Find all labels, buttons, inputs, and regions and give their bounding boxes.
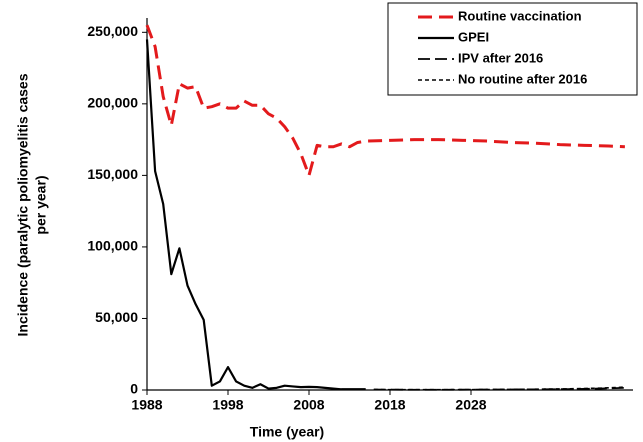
series-line — [145, 39, 366, 391]
y-axis-title: per year) — [33, 175, 49, 234]
x-tick-label: 1988 — [131, 397, 162, 413]
y-axis-title: Incidence (paralytic poliomyelitis cases — [15, 73, 31, 336]
x-tick-label: 2028 — [455, 397, 486, 413]
series-line — [373, 386, 625, 391]
x-tick-label: 1998 — [212, 397, 243, 413]
y-tick-label: 100,000 — [87, 238, 138, 254]
legend-label: No routine after 2016 — [458, 71, 587, 86]
y-tick-label: 50,000 — [95, 309, 138, 325]
y-tick-label: 150,000 — [87, 166, 138, 182]
y-tick-label: 250,000 — [87, 23, 138, 39]
series-line — [373, 386, 625, 391]
x-tick-label: 2018 — [374, 397, 405, 413]
x-axis-title: Time (year) — [250, 424, 324, 440]
legend-label: GPEI — [458, 29, 489, 44]
legend-label: IPV after 2016 — [458, 50, 543, 65]
legend-label: Routine vaccination — [458, 8, 582, 23]
series-line — [145, 24, 625, 177]
legend: Routine vaccination GPEI IPV after 2016 No … — [387, 2, 638, 96]
y-tick-label: 200,000 — [87, 95, 138, 111]
y-tick-label: 0 — [130, 381, 138, 397]
x-tick-label: 2008 — [293, 397, 324, 413]
